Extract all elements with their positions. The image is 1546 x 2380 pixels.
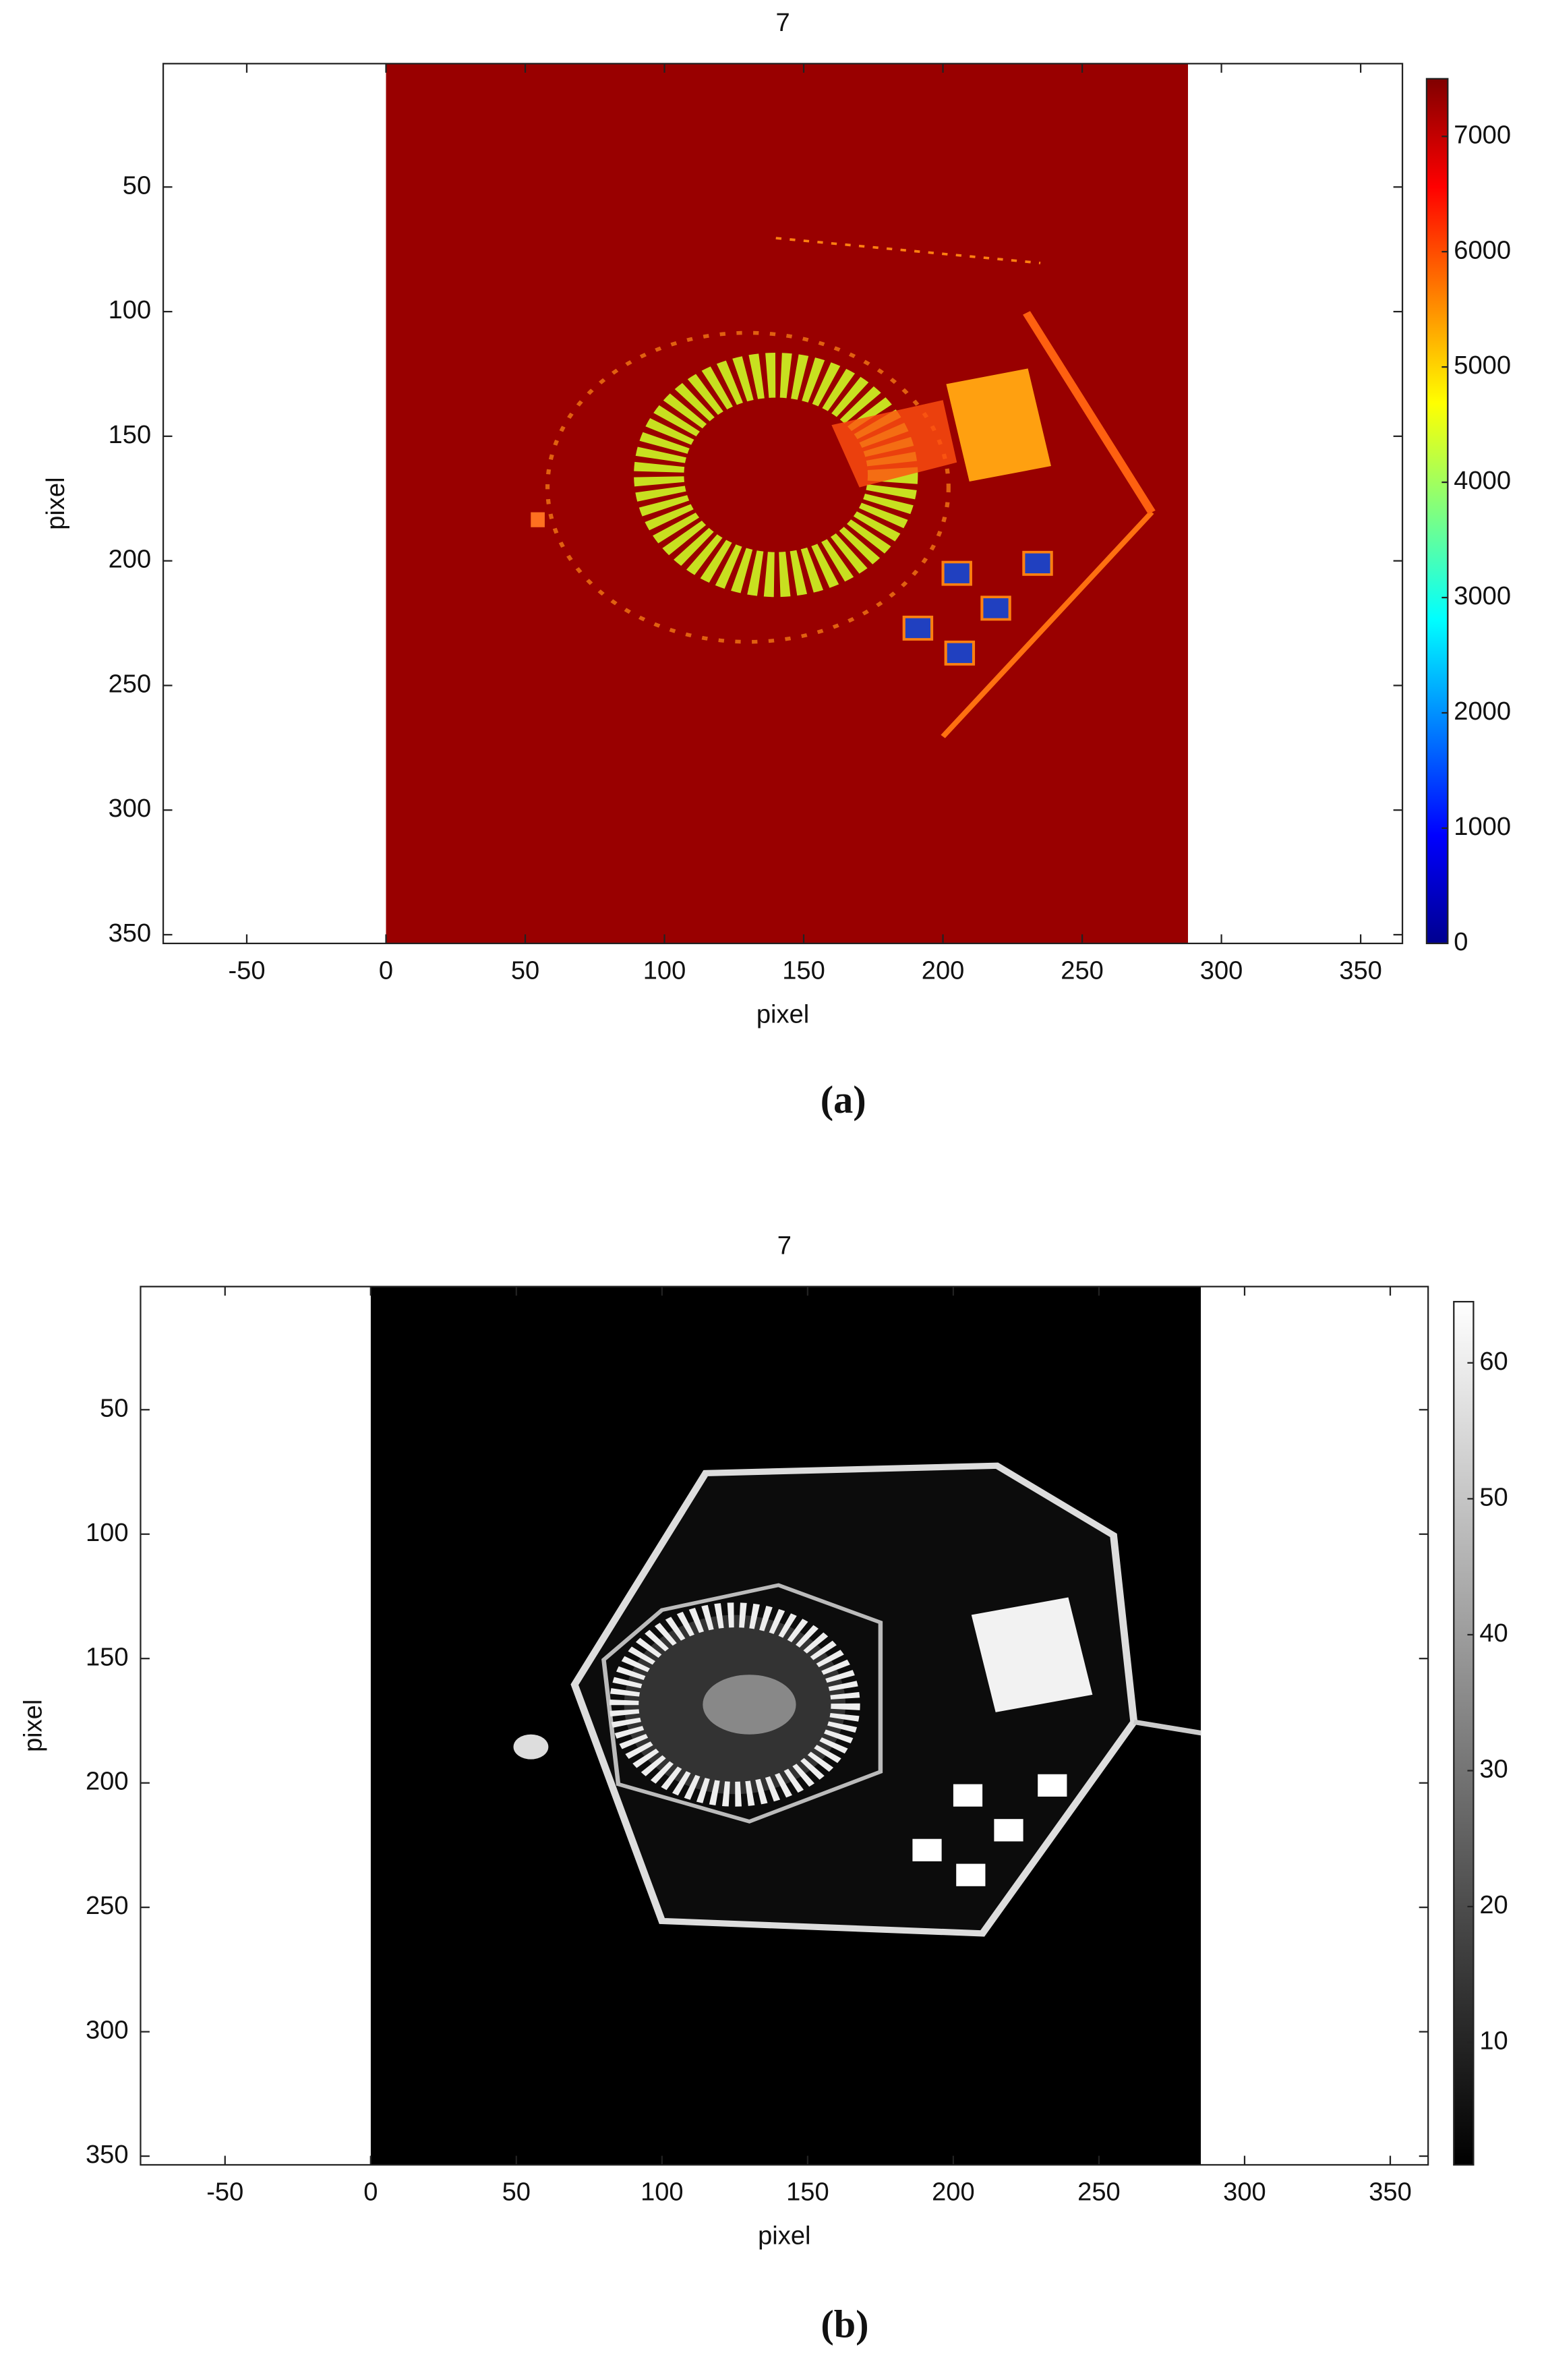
x-tick-label: 250 — [1061, 957, 1104, 985]
image-scene — [386, 63, 1189, 944]
y-tick-label: 350 — [109, 919, 152, 948]
x-tick-label: -50 — [228, 957, 265, 985]
image-background — [386, 63, 1189, 944]
x-tick-label: 150 — [786, 2178, 829, 2207]
edge — [1023, 311, 1156, 515]
marker — [902, 615, 934, 641]
axes-frame — [162, 63, 1404, 945]
panel-label: (b) — [821, 2302, 868, 2346]
panel — [831, 400, 957, 488]
colorbar-tick-label: 20 — [1479, 1891, 1508, 1919]
y-tick-label: 300 — [109, 794, 152, 823]
colorbar — [1425, 78, 1449, 945]
marker — [956, 1863, 986, 1886]
image — [370, 1286, 1201, 2165]
x-tick-label: 150 — [782, 957, 825, 985]
marker — [1022, 550, 1053, 576]
colorbar-tick-label: 4000 — [1454, 467, 1511, 495]
axes-frame — [140, 1285, 1429, 2166]
colorbar-tick-label: 7000 — [1454, 121, 1511, 149]
marker — [953, 1784, 983, 1807]
x-axis-label: pixel — [758, 2222, 810, 2251]
y-tick-label: 100 — [109, 296, 152, 324]
marker — [944, 640, 976, 666]
colorbar-tick-label: 50 — [1479, 1483, 1508, 1511]
colorbar-tick-label: 6000 — [1454, 236, 1511, 264]
colorbar-tick-label: 2000 — [1454, 697, 1511, 726]
chart-title: 7 — [777, 1231, 792, 1260]
marker — [531, 512, 545, 527]
colorbar-tick-label: 10 — [1479, 2027, 1508, 2056]
panel-label: (a) — [821, 1078, 866, 1122]
y-tick-label: 200 — [86, 1768, 129, 1796]
marker — [513, 1734, 549, 1760]
antenna — [1133, 1719, 1201, 1736]
x-tick-label: -50 — [206, 2178, 243, 2207]
y-axis-label: pixel — [42, 477, 70, 529]
colorbar-tick-label: 40 — [1479, 1619, 1508, 1648]
marker — [980, 596, 1011, 621]
plate — [971, 1597, 1093, 1712]
chart-title: 7 — [775, 9, 790, 37]
inner-octagon — [601, 1583, 883, 1824]
marker — [1038, 1774, 1067, 1797]
hexagon — [570, 1462, 1138, 1937]
edge — [775, 237, 1041, 264]
y-tick-label: 250 — [86, 1892, 129, 1920]
y-tick-label: 50 — [123, 171, 151, 200]
y-tick-label: 250 — [109, 670, 152, 698]
marker — [912, 1838, 942, 1861]
x-tick-label: 300 — [1223, 2178, 1266, 2207]
x-tick-label: 250 — [1077, 2178, 1121, 2207]
y-tick-label: 350 — [86, 2141, 129, 2169]
x-tick-label: 100 — [641, 2178, 684, 2207]
marker — [941, 560, 972, 586]
y-axis-label: pixel — [20, 1700, 48, 1752]
colorbar-tick-label: 1000 — [1454, 813, 1511, 841]
outer-ring — [545, 330, 951, 644]
x-tick-label: 0 — [379, 957, 393, 985]
colorbar-tick-label: 0 — [1454, 928, 1468, 956]
y-tick-label: 100 — [86, 1519, 129, 1547]
x-tick-label: 300 — [1200, 957, 1243, 985]
edge — [941, 511, 1154, 738]
colorbar-tick-label: 5000 — [1454, 351, 1511, 380]
colorbar-tick-label: 3000 — [1454, 582, 1511, 610]
y-tick-label: 150 — [109, 421, 152, 449]
plate — [946, 368, 1051, 482]
y-tick-label: 300 — [86, 2016, 129, 2045]
x-tick-label: 350 — [1369, 2178, 1412, 2207]
x-tick-label: 50 — [511, 957, 539, 985]
x-tick-label: 200 — [922, 957, 965, 985]
x-axis-label: pixel — [756, 1001, 809, 1029]
x-tick-label: 50 — [502, 2178, 531, 2207]
x-tick-label: 350 — [1339, 957, 1382, 985]
y-tick-label: 150 — [86, 1643, 129, 1671]
image — [386, 63, 1189, 944]
x-tick-label: 100 — [643, 957, 686, 985]
y-tick-label: 200 — [109, 546, 152, 574]
y-tick-label: 50 — [100, 1394, 128, 1422]
colorbar-tick-label: 30 — [1479, 1755, 1508, 1784]
marker — [994, 1819, 1023, 1842]
colorbar — [1453, 1300, 1475, 2166]
center — [703, 1675, 796, 1735]
x-tick-label: 200 — [932, 2178, 975, 2207]
image-scene — [370, 1286, 1201, 2165]
colorbar-tick-label: 60 — [1479, 1347, 1508, 1376]
x-tick-label: 0 — [363, 2178, 378, 2207]
